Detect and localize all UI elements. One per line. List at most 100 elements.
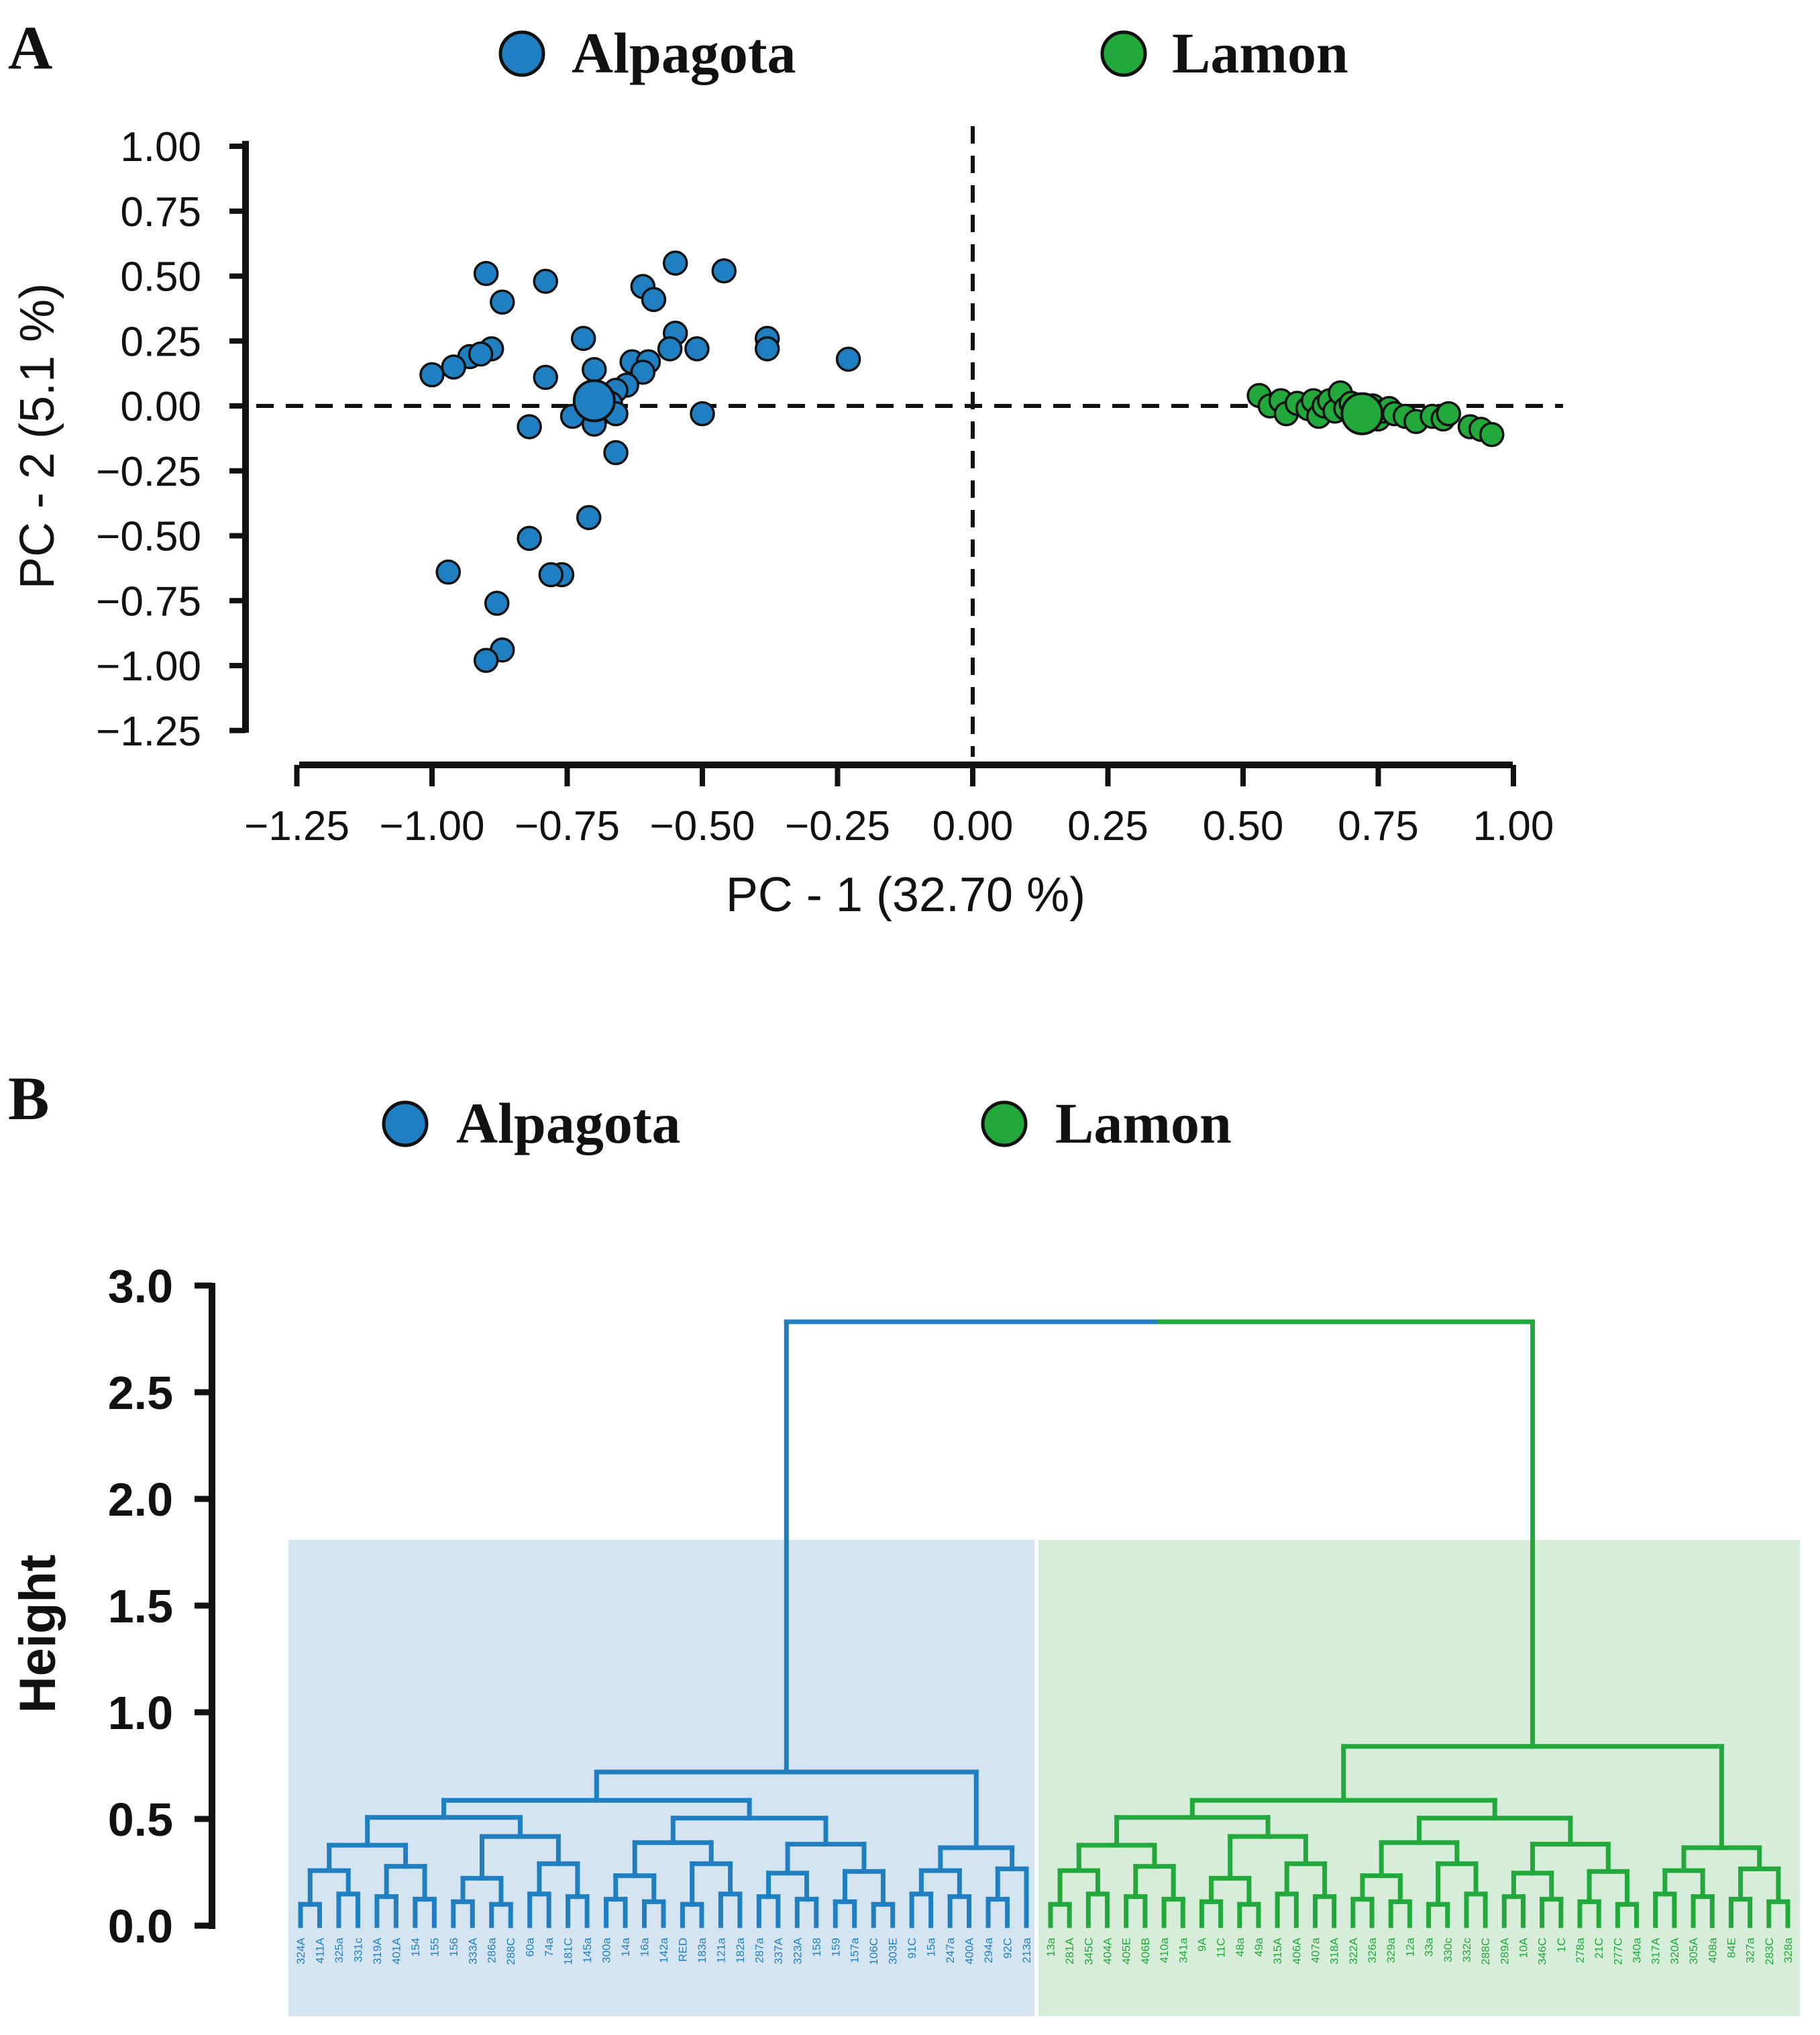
- leaf-label: 288C: [504, 1938, 517, 1965]
- leaf-label: 12a: [1403, 1937, 1416, 1956]
- y-tick-label: 1.0: [108, 1687, 173, 1739]
- legend-a-lamon-marker: [1100, 30, 1147, 77]
- leaf-label: 315A: [1271, 1937, 1284, 1964]
- x-tick-label: 0.25: [1067, 803, 1148, 849]
- leaf-label: 155: [428, 1938, 441, 1956]
- panel-a-axes: [242, 141, 1513, 768]
- leaf-label: 60a: [524, 1937, 537, 1956]
- y-tick-label: 1.5: [108, 1580, 173, 1632]
- leaf-label: 11C: [1215, 1938, 1228, 1958]
- point-alpagota: [517, 525, 542, 552]
- legend-a-alpagota-label: Alpagota: [572, 21, 796, 85]
- leaf-label: RED: [676, 1938, 689, 1962]
- x-tick-label: 0.75: [1338, 803, 1419, 849]
- leaf-label: 74a: [543, 1937, 555, 1956]
- panel-a-x-ticks: −1.25 −1.00 −0.75 −0.50 −0.25 0.00 0.25 0.50 0.7…: [244, 765, 1554, 849]
- legend-a-lamon-label: Lamon: [1172, 21, 1348, 85]
- point-alpagota: [711, 258, 737, 284]
- leaf-label: 183a: [696, 1937, 708, 1963]
- y-tick-label: 1.00: [120, 124, 201, 170]
- y-tick-label: 0.5: [108, 1793, 173, 1846]
- x-tick-label: −0.50: [650, 803, 755, 849]
- panel-b-y-axis-title: Height: [9, 1555, 66, 1713]
- leaf-label: 404A: [1102, 1937, 1114, 1964]
- point-alpagota: [473, 647, 499, 674]
- point-alpagota: [473, 260, 499, 286]
- dendrogram-leaf-labels: 324A 411A 325a 331c 319A 401A 154 155 156 333A 286…: [295, 1937, 1795, 1965]
- leaf-label: 156: [447, 1938, 460, 1956]
- leaf-label: 300a: [600, 1937, 613, 1963]
- leaf-label: 13a: [1045, 1937, 1057, 1956]
- x-tick-label: 0.50: [1203, 803, 1284, 849]
- leaf-label: 9A: [1195, 1937, 1208, 1951]
- leaf-label: 406A: [1290, 1937, 1303, 1964]
- panel-a: A Alpagota Lamon 1.00 0.75 0.50 0.25 0.00 −0.…: [8, 13, 1563, 922]
- leaf-label: 16a: [639, 1937, 651, 1956]
- point-alpagota: [435, 559, 461, 585]
- panel-a-x-axis-title: PC - 1 (32.70 %): [726, 868, 1085, 922]
- panel-b-legend: Alpagota Lamon: [382, 1091, 1232, 1155]
- leaf-label: 407a: [1309, 1937, 1322, 1963]
- leaf-label: 329a: [1385, 1937, 1397, 1963]
- leaf-label: 49a: [1252, 1937, 1265, 1956]
- leaf-label: 294a: [982, 1937, 995, 1963]
- point-lamon: [1436, 401, 1462, 427]
- leaf-label: 145a: [581, 1937, 594, 1963]
- leaf-label: 288C: [1479, 1938, 1492, 1965]
- leaf-label: 15a: [925, 1937, 938, 1956]
- leaf-label: 278a: [1574, 1937, 1587, 1963]
- legend-b-lamon-label: Lamon: [1055, 1091, 1232, 1155]
- leaf-label: 408a: [1706, 1937, 1719, 1963]
- y-tick-label: 3.0: [108, 1260, 173, 1312]
- leaf-label: 401A: [390, 1937, 403, 1964]
- leaf-label: 331c: [352, 1938, 364, 1963]
- x-tick-label: −1.25: [244, 803, 350, 849]
- leaf-label: 322A: [1347, 1937, 1360, 1964]
- leaf-label: 330c: [1442, 1938, 1454, 1963]
- leaf-label: 405E: [1120, 1938, 1133, 1965]
- panel-b: B Alpagota Lamon 3.0 2.5 2.0 1.5 1.0 0.5 0.0 H…: [8, 1064, 1800, 2016]
- cluster-box-lamon: [1038, 1540, 1800, 2016]
- leaf-label: 303E: [887, 1938, 900, 1965]
- leaf-label: 317A: [1650, 1937, 1662, 1964]
- point-alpagota: [582, 357, 607, 382]
- point-alpagota: [441, 354, 466, 380]
- leaf-label: 411A: [313, 1937, 326, 1963]
- y-tick-label: −0.75: [96, 578, 201, 625]
- point-alpagota: [754, 336, 780, 362]
- leaf-label: 320A: [1668, 1937, 1681, 1964]
- leaf-label: 283C: [1763, 1938, 1776, 1965]
- panel-a-legend: Alpagota Lamon: [498, 21, 1348, 85]
- point-alpagota: [468, 341, 494, 367]
- y-tick-label: 0.00: [120, 384, 201, 430]
- point-alpagota: [641, 286, 667, 313]
- leaf-label: 410a: [1158, 1937, 1171, 1963]
- point-alpagota: [533, 268, 559, 294]
- point-alpagota: [570, 325, 596, 352]
- y-tick-label: 0.75: [120, 189, 201, 236]
- leaf-label: 121a: [714, 1937, 727, 1963]
- leaf-label: 14a: [619, 1937, 632, 1956]
- leaf-label: 305A: [1687, 1937, 1700, 1964]
- panel-b-letter: B: [8, 1064, 49, 1133]
- panel-a-points: [419, 250, 1505, 674]
- point-alpagota: [517, 414, 542, 439]
- leaf-label: 323A: [791, 1937, 804, 1964]
- leaf-label: 84E: [1725, 1938, 1737, 1958]
- y-tick-label: −0.25: [96, 449, 201, 495]
- legend-b-alpagota-label: Alpagota: [456, 1091, 680, 1155]
- point-alpagota: [657, 336, 683, 362]
- point-alpagota: [419, 362, 445, 388]
- leaf-label: 289A: [1498, 1937, 1511, 1964]
- leaf-label: 48a: [1234, 1937, 1246, 1956]
- point-alpagota: [835, 346, 861, 372]
- leaf-label: 340a: [1631, 1937, 1644, 1963]
- leaf-label: 326a: [1366, 1937, 1379, 1963]
- x-tick-label: −1.00: [380, 803, 485, 849]
- y-tick-label: 0.50: [120, 254, 201, 301]
- legend-a-alpagota-marker: [498, 30, 545, 77]
- leaf-label: 341a: [1177, 1937, 1189, 1963]
- point-alpagota: [538, 562, 564, 588]
- cluster-box-alpagota: [288, 1540, 1034, 2016]
- panel-a-letter: A: [8, 13, 52, 82]
